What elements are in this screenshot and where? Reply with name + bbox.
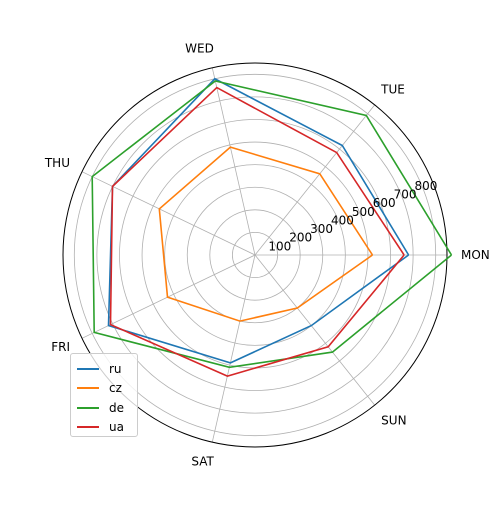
legend-label: de	[109, 400, 124, 415]
legend-swatch	[77, 387, 99, 390]
category-label-mon: MON	[461, 248, 490, 262]
category-label-sat: SAT	[191, 455, 214, 469]
spoke-wed	[211, 67, 256, 256]
series-line-de	[91, 80, 453, 369]
legend-item-cz: cz	[77, 379, 137, 399]
legend-swatch	[77, 406, 99, 409]
legend-label: ua	[109, 420, 124, 435]
category-label-tue: TUE	[380, 82, 405, 96]
legend-item-de: de	[77, 398, 137, 418]
series-line-ru	[107, 77, 410, 364]
series-layer	[91, 77, 453, 377]
category-label-wed: WED	[185, 41, 214, 55]
radial-tick-label: 800	[414, 179, 437, 193]
radial-tick-label: 100	[268, 239, 291, 253]
series-line-ua	[109, 86, 405, 377]
outer-frame	[62, 62, 448, 448]
series-line-cz	[158, 146, 374, 322]
spoke-tue	[254, 104, 376, 256]
radial-tick-label: 500	[352, 205, 375, 219]
legend-swatch	[77, 367, 99, 370]
legend-label: cz	[109, 381, 122, 396]
legend-label: ru	[109, 361, 122, 376]
spoke-sun	[254, 254, 376, 406]
spoke-sat	[211, 254, 256, 443]
legend-swatch	[77, 426, 99, 429]
grid-layer	[62, 62, 448, 448]
radial-tick-label: 300	[310, 222, 333, 236]
category-label-sun: SUN	[381, 414, 406, 428]
legend-item-ua: ua	[77, 418, 137, 438]
legend: ru cz de ua	[70, 353, 138, 437]
radial-tick-label: 400	[331, 213, 354, 227]
legend-item-ru: ru	[77, 359, 137, 379]
radial-tick-label: 700	[394, 187, 417, 201]
category-label-fri: FRI	[51, 340, 70, 354]
radial-tick-label: 200	[289, 231, 312, 245]
category-label-thu: THU	[44, 156, 70, 170]
spoke-thu	[81, 171, 256, 256]
radial-tick-label: 600	[373, 196, 396, 210]
